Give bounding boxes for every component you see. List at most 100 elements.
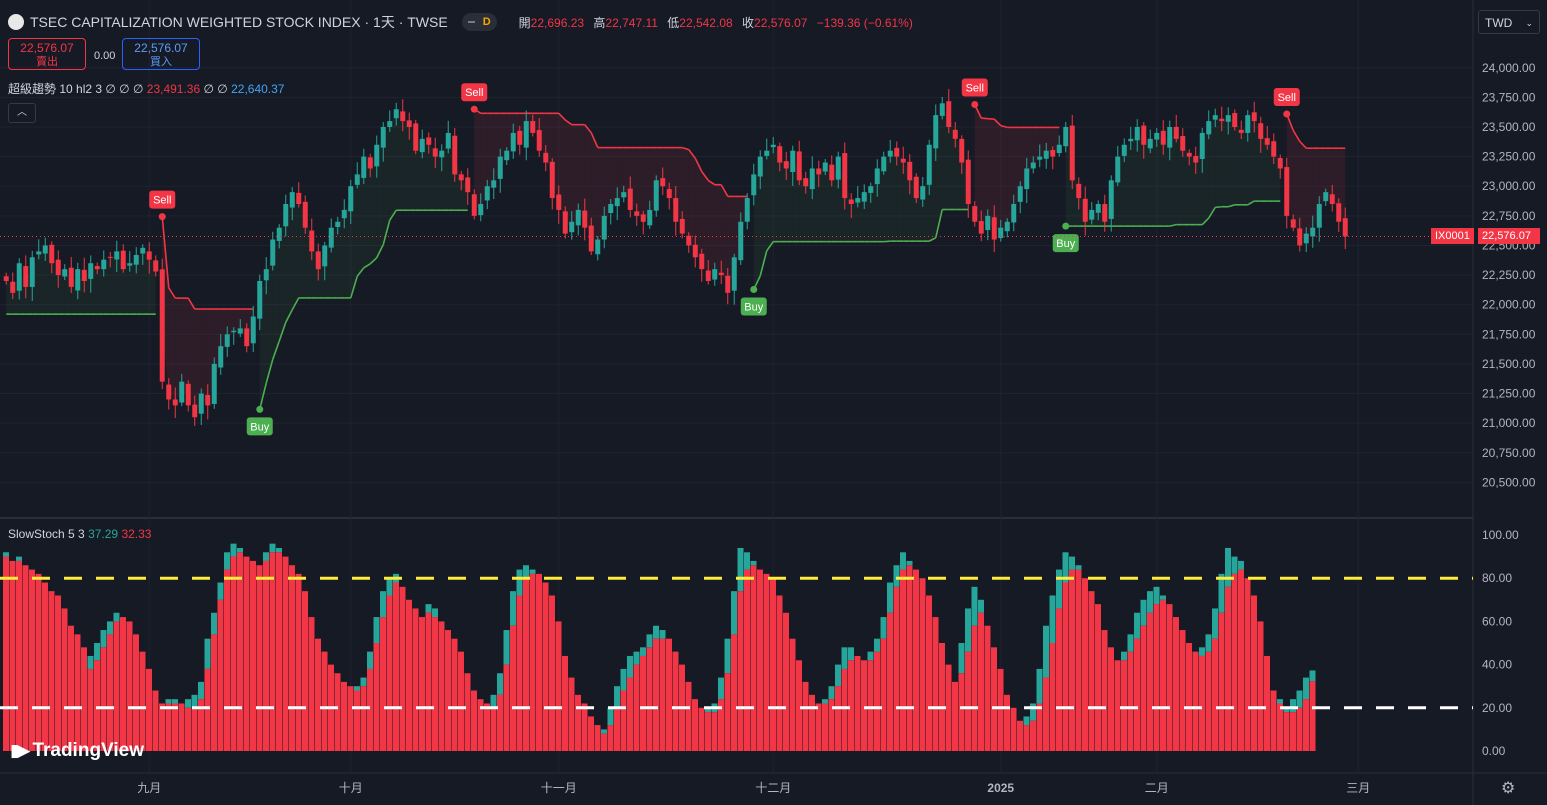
stoch-d-bar (224, 569, 230, 751)
tradingview-logo[interactable]: ▮▶ TradingView (10, 740, 144, 762)
stoch-d-bar (152, 690, 159, 751)
supertrend-fill (682, 147, 689, 241)
stoch-legend[interactable]: SlowStoch 5 3 37.29 32.33 (8, 527, 151, 541)
supertrend-line (349, 276, 359, 299)
supertrend-fill (97, 264, 104, 315)
supertrend-fill (1182, 143, 1190, 225)
candle-body (855, 198, 861, 203)
candle-body (686, 235, 692, 246)
stoch-d-bar (1134, 638, 1140, 751)
stoch-k-bar (490, 694, 497, 708)
candle-body (1186, 152, 1192, 157)
stoch-d-bar (503, 664, 510, 751)
candle-body (419, 138, 425, 153)
buy-signal-label-bg (246, 417, 273, 436)
candle-body (432, 148, 438, 157)
supertrend-line (564, 119, 573, 126)
stoch-d-bar (1270, 690, 1277, 751)
symbol-logo-icon[interactable] (8, 14, 24, 30)
supertrend-fill (1189, 154, 1196, 225)
stoch-d-bar (1127, 651, 1134, 751)
supertrend-fill (1215, 117, 1222, 208)
supertrend-fill (864, 189, 871, 242)
supertrend-line (883, 240, 891, 243)
supertrend-fill (942, 109, 949, 210)
stoch-d-bar (1283, 712, 1290, 751)
stoch-d-bar (230, 556, 237, 751)
stoch-k-bar (1303, 677, 1309, 700)
candle-body (751, 174, 757, 196)
stoch-d-bar (68, 625, 74, 751)
supertrend-fill (116, 255, 124, 315)
supertrend-line (376, 244, 384, 259)
candle-body (796, 151, 802, 181)
stoch-k-bar (1134, 612, 1140, 639)
stoch-d-bar (146, 668, 152, 751)
supertrend-line (285, 309, 293, 323)
time-tick-label: 三月 (1346, 781, 1370, 795)
supertrend-fill (1228, 118, 1235, 207)
supertrend-line (688, 149, 696, 159)
stoch-d-bar (399, 586, 406, 751)
supertrend-line (1215, 205, 1222, 209)
supertrend-fill (142, 250, 150, 315)
candle-body (803, 178, 809, 187)
candle-body (757, 156, 763, 177)
stoch-d-bar (1036, 703, 1043, 751)
supertrend-line (584, 124, 592, 134)
supertrend-fill (701, 171, 709, 276)
stoch-d-bar (549, 595, 555, 751)
stoch-k-bar (1049, 595, 1056, 643)
stoch-d-bar (854, 655, 861, 751)
candle-body (250, 316, 256, 344)
supertrend-fill (272, 234, 280, 360)
candle-body (16, 263, 22, 291)
supertrend-fill (1046, 127, 1053, 155)
candle-body (153, 260, 159, 272)
stoch-d-bar (796, 660, 802, 751)
stoch-d-bar (1004, 694, 1010, 751)
supertrend-fill (1091, 208, 1099, 227)
buy-button[interactable]: 22,576.07 買入 (122, 38, 200, 70)
stoch-d-bar (672, 651, 679, 751)
supertrend-fill (623, 147, 631, 200)
candle-body (439, 150, 445, 158)
candle-body (1212, 115, 1218, 120)
candle-body (510, 132, 516, 152)
supertrend-legend[interactable]: 超級趨勢 10 hl2 3 ∅ ∅ ∅ 23,491.36 ∅ ∅ 22,640… (8, 80, 284, 97)
candle-body (179, 381, 185, 403)
candle-body (1056, 144, 1062, 154)
stoch-d-bar (360, 686, 367, 751)
candle-body (23, 266, 29, 287)
stoch-k-bar (211, 612, 217, 635)
price-tick-label: 23,500.00 (1482, 120, 1536, 134)
stoch-d-bar (386, 595, 393, 751)
stoch-d-bar (1010, 707, 1017, 751)
supertrend-fill (292, 198, 299, 310)
stoch-k-bar (1283, 707, 1290, 713)
candle-body (218, 346, 224, 368)
symbol-title[interactable]: TSEC CAPITALIZATION WEIGHTED STOCK INDEX… (30, 14, 448, 30)
candle-body (1173, 127, 1179, 139)
stoch-d-bar (757, 569, 763, 751)
currency-selector[interactable]: TWD ⌄ (1478, 10, 1540, 34)
gear-icon[interactable]: ⚙ (1501, 780, 1516, 797)
candle-body (868, 186, 874, 193)
stoch-d-bar (770, 578, 776, 751)
candle-body (1115, 156, 1121, 183)
supertrend-fill (1293, 130, 1300, 237)
candle-body (140, 247, 146, 254)
stoch-k-bar (1160, 595, 1166, 600)
stoch-d-bar (393, 582, 399, 751)
collapse-legend-button[interactable]: ︿ (8, 103, 36, 123)
supertrend-fill (45, 249, 52, 315)
candle-body (562, 211, 568, 234)
stoch-d-bar (1108, 647, 1114, 751)
sell-button[interactable]: 22,576.07 賣出 (8, 38, 86, 70)
stoch-k-bar (497, 673, 503, 695)
candle-body (231, 330, 237, 333)
interval-badge[interactable]: D (461, 13, 497, 31)
candle-body (965, 159, 971, 204)
supertrend-fill (792, 161, 800, 242)
